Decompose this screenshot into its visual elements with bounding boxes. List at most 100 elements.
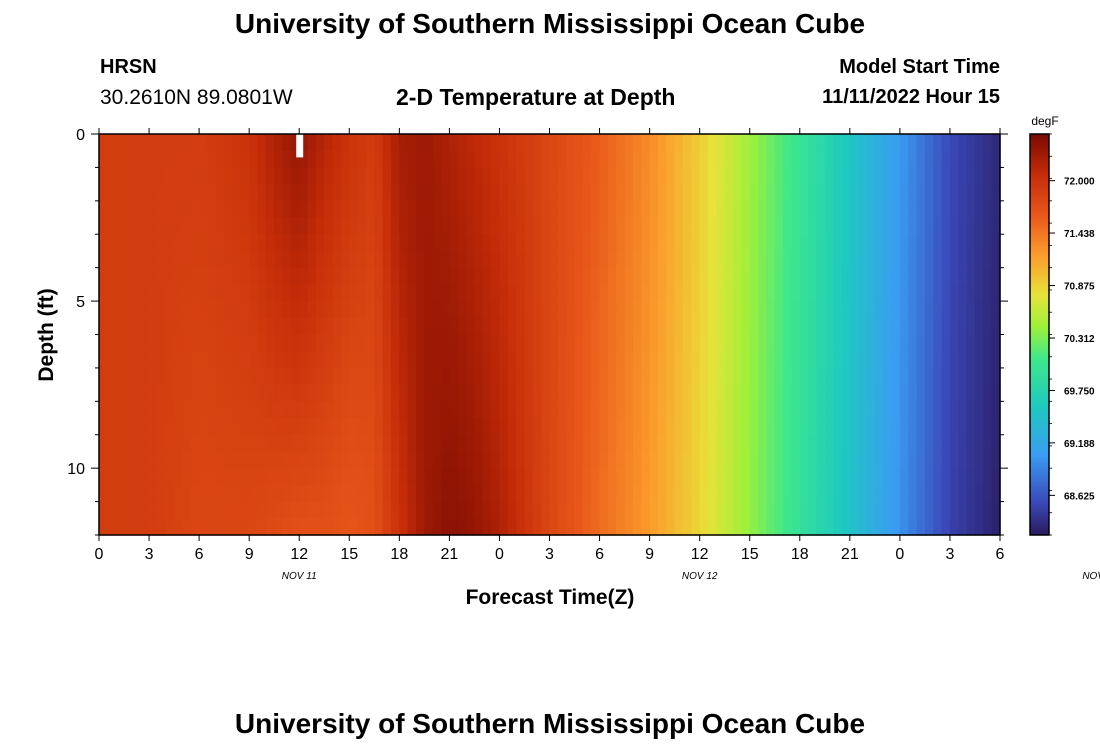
heatmap-cell bbox=[124, 317, 133, 336]
heatmap-cell bbox=[758, 200, 767, 219]
heatmap-cell bbox=[849, 250, 859, 269]
heatmap-cell bbox=[816, 134, 826, 152]
heatmap-cell bbox=[449, 401, 459, 419]
colorbar-ticks: 72.00071.43870.87570.31269.75069.18868.6… bbox=[1049, 133, 1095, 536]
heatmap-cell bbox=[107, 401, 117, 419]
heatmap-cell bbox=[983, 384, 993, 402]
heatmap-cell bbox=[466, 301, 476, 319]
heatmap-cell bbox=[516, 334, 526, 352]
heatmap-cell bbox=[416, 267, 425, 285]
heatmap-cell bbox=[449, 234, 459, 252]
heatmap-cell bbox=[724, 267, 734, 285]
heatmap-cell bbox=[240, 200, 250, 219]
heatmap-cell bbox=[783, 451, 793, 469]
heatmap-cell bbox=[616, 284, 626, 302]
heatmap-cell bbox=[240, 451, 250, 469]
heatmap-cell bbox=[99, 150, 108, 169]
heatmap-cell bbox=[766, 200, 776, 219]
heatmap-cell bbox=[974, 468, 984, 486]
heatmap-cell bbox=[332, 401, 342, 419]
heatmap-cell bbox=[974, 418, 984, 436]
heatmap-cell bbox=[299, 284, 309, 302]
heatmap-cell bbox=[824, 468, 834, 486]
heatmap-cell bbox=[749, 317, 759, 336]
heatmap-cell bbox=[224, 367, 234, 386]
heatmap-cell bbox=[624, 434, 634, 453]
heatmap-cell bbox=[674, 468, 684, 486]
heatmap-cell bbox=[866, 434, 876, 453]
heatmap-cell bbox=[966, 501, 976, 519]
heatmap-cell bbox=[240, 301, 250, 319]
heatmap-cell bbox=[307, 200, 317, 219]
heatmap-cell bbox=[524, 200, 534, 219]
heatmap-cell bbox=[674, 367, 684, 386]
heatmap-cell bbox=[124, 501, 133, 519]
heatmap-cell bbox=[824, 167, 834, 185]
heatmap-cell bbox=[315, 401, 325, 419]
heatmap-cell bbox=[199, 234, 209, 252]
heatmap-cell bbox=[799, 184, 809, 202]
x-tick-label: 9 bbox=[645, 546, 654, 563]
heatmap-cell bbox=[924, 134, 934, 152]
heatmap-cell bbox=[257, 184, 267, 202]
heatmap-cell bbox=[115, 217, 125, 235]
heatmap-cell bbox=[641, 418, 651, 436]
heatmap-cell bbox=[691, 434, 701, 453]
heatmap-cell bbox=[724, 284, 734, 302]
heatmap-cell bbox=[574, 217, 584, 235]
heatmap-cell bbox=[924, 418, 934, 436]
heatmap-cell bbox=[257, 167, 267, 185]
heatmap-cell bbox=[432, 150, 442, 169]
heatmap-cell bbox=[307, 501, 317, 519]
heatmap-cell bbox=[399, 250, 409, 269]
heatmap-cell bbox=[382, 217, 392, 235]
heatmap-cell bbox=[332, 217, 342, 235]
heatmap-cell bbox=[382, 184, 392, 202]
heatmap-cell bbox=[849, 334, 859, 352]
heatmap-cell bbox=[741, 384, 751, 402]
heatmap-cell bbox=[824, 234, 834, 252]
heatmap-cell bbox=[491, 167, 501, 185]
heatmap-cell bbox=[432, 134, 442, 152]
heatmap-cell bbox=[724, 434, 734, 453]
heatmap-cell bbox=[899, 301, 909, 319]
heatmap-cell bbox=[424, 451, 434, 469]
heatmap-cell bbox=[399, 234, 409, 252]
heatmap-cell bbox=[416, 401, 425, 419]
heatmap-cell bbox=[674, 150, 684, 169]
heatmap-cell bbox=[733, 167, 742, 185]
heatmap-cell bbox=[641, 401, 651, 419]
heatmap-cell bbox=[883, 234, 893, 252]
heatmap-cell bbox=[399, 284, 409, 302]
heatmap-cell bbox=[858, 167, 868, 185]
heatmap-cell bbox=[874, 234, 884, 252]
heatmap-cell bbox=[240, 401, 250, 419]
heatmap-cell bbox=[516, 484, 526, 503]
heatmap-cell bbox=[749, 518, 759, 536]
heatmap-cell bbox=[574, 501, 584, 519]
y-tick-label: 10 bbox=[67, 461, 85, 478]
x-tick-label: 21 bbox=[440, 546, 458, 563]
heatmap-cell bbox=[232, 301, 242, 319]
heatmap-cell bbox=[849, 418, 859, 436]
heatmap-cell bbox=[708, 401, 717, 419]
heatmap-cell bbox=[649, 317, 659, 336]
heatmap-cell bbox=[699, 150, 709, 169]
heatmap-cell bbox=[599, 351, 609, 369]
heatmap-cell bbox=[449, 501, 459, 519]
heatmap-cell bbox=[382, 150, 392, 169]
heatmap-cell bbox=[357, 468, 367, 486]
x-tick-label: 6 bbox=[595, 546, 604, 563]
heatmap-cell bbox=[749, 434, 759, 453]
heatmap-cell bbox=[365, 200, 375, 219]
heatmap-cell bbox=[883, 418, 893, 436]
heatmap-cell bbox=[566, 451, 576, 469]
heatmap-cell bbox=[724, 518, 734, 536]
heatmap-cell bbox=[833, 484, 843, 503]
heatmap-cell bbox=[282, 200, 292, 219]
heatmap-cell bbox=[441, 334, 450, 352]
heatmap-cell bbox=[265, 267, 275, 285]
heatmap-cell bbox=[124, 234, 133, 252]
heatmap-cell bbox=[199, 317, 209, 336]
